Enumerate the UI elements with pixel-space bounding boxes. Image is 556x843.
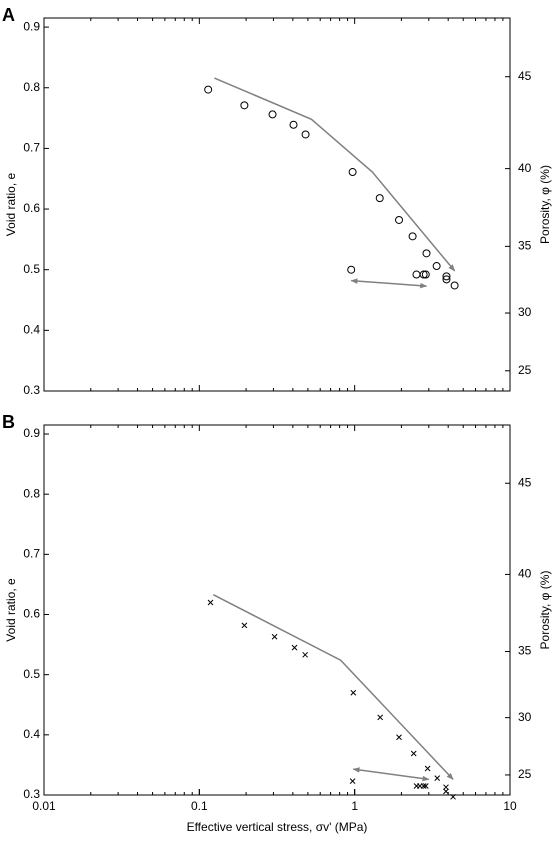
y-tick-label: 0.6 [23, 607, 40, 621]
y2-tick-label: 40 [518, 161, 532, 175]
data-point [241, 622, 248, 629]
data-point [377, 714, 384, 721]
plot-frame [43, 424, 511, 796]
y-tick-label: 0.8 [23, 80, 40, 94]
x-tick-label: 0.01 [32, 799, 56, 813]
data-point [450, 281, 459, 290]
data-point [240, 101, 249, 110]
y2-tick-label: 45 [518, 69, 532, 83]
data-point [204, 85, 213, 94]
data-point [442, 272, 451, 281]
data-point [291, 644, 298, 651]
data-point [375, 194, 384, 203]
y-axis-label: Void ratio, e [4, 172, 18, 236]
y2-axis-label: Porosity, φ (%) [538, 571, 552, 650]
y-tick-label: 0.8 [23, 486, 40, 500]
y-tick-label: 0.6 [23, 201, 40, 215]
data-point [410, 750, 417, 757]
data-point [289, 120, 298, 129]
data-point [395, 215, 404, 224]
data-point [347, 265, 356, 274]
data-point [419, 270, 428, 279]
y-tick-label: 0.5 [23, 667, 40, 681]
y2-tick-label: 25 [518, 363, 532, 377]
trend-line [352, 767, 430, 782]
data-point [442, 275, 451, 284]
data-point [443, 784, 449, 791]
trend-line [212, 593, 454, 780]
data-point [349, 778, 356, 785]
x-tick-label: 0.1 [191, 799, 208, 813]
data-point [450, 793, 456, 800]
data-point [422, 783, 429, 789]
data-point [350, 689, 357, 696]
y2-tick-label: 35 [518, 239, 532, 253]
y-tick-label: 0.4 [23, 727, 40, 741]
y2-axis-label: Porosity, φ (%) [538, 165, 552, 244]
data-point [268, 110, 277, 119]
x-tick-label: 10 [503, 799, 517, 813]
y-axis-label: Void ratio, e [4, 578, 18, 642]
panel-label: B [2, 412, 15, 432]
y2-tick-label: 25 [518, 767, 532, 781]
plot-frame [43, 17, 511, 392]
x-tick-label: 1 [351, 799, 358, 813]
trend-line [214, 77, 456, 272]
trend-line [350, 278, 428, 289]
data-point [396, 734, 402, 741]
x-axis-label: Effective vertical stress, σv' (MPa) [187, 820, 368, 834]
data-point [301, 130, 310, 139]
data-point [412, 270, 421, 279]
y2-tick-label: 30 [518, 305, 532, 319]
data-point [434, 775, 441, 782]
y-tick-label: 0.9 [23, 426, 40, 440]
data-point [271, 633, 278, 640]
y-tick-label: 0.7 [23, 547, 40, 561]
y-tick-label: 0.9 [23, 19, 40, 33]
y-tick-label: 0.7 [23, 141, 40, 155]
y2-tick-label: 30 [518, 710, 532, 724]
y-tick-label: 0.4 [23, 323, 40, 337]
data-point [408, 232, 417, 241]
data-point [421, 270, 430, 279]
data-point [302, 651, 309, 658]
y2-tick-label: 40 [518, 567, 532, 581]
y2-tick-label: 45 [518, 475, 532, 489]
y-tick-label: 0.3 [23, 383, 40, 397]
y2-tick-label: 35 [518, 644, 532, 658]
panel-label: A [2, 5, 15, 25]
y-tick-label: 0.5 [23, 262, 40, 276]
data-point [348, 168, 357, 177]
data-point [432, 262, 441, 271]
data-point [424, 765, 431, 772]
data-point [422, 249, 431, 258]
data-point [420, 783, 427, 789]
data-point [443, 788, 449, 795]
data-point [207, 599, 214, 606]
y-tick-label: 0.3 [23, 787, 40, 801]
